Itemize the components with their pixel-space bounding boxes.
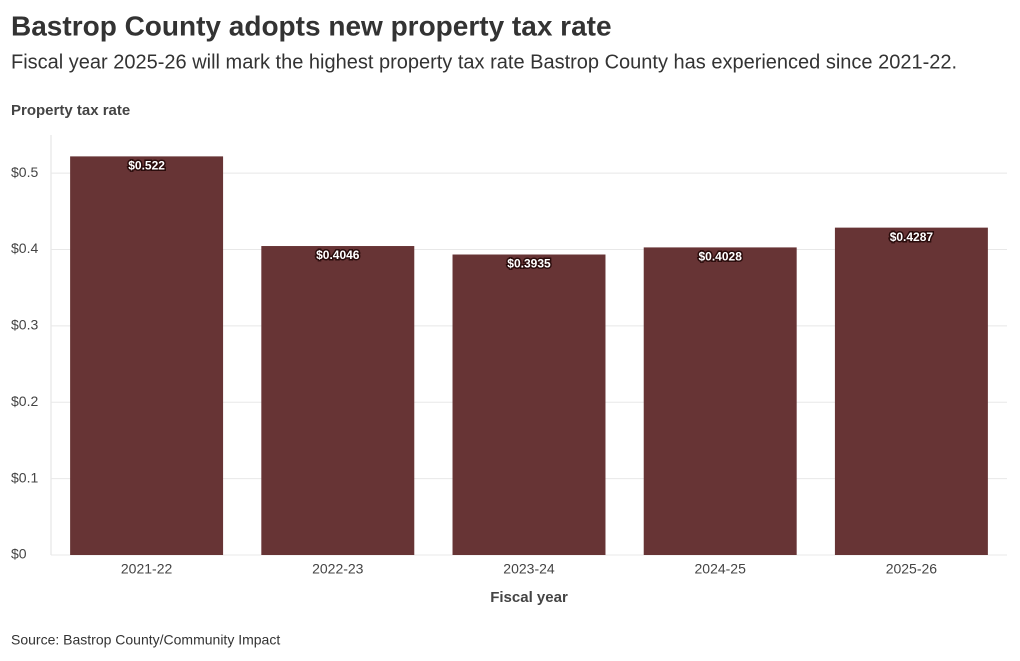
value-label: $0.522	[128, 159, 165, 173]
x-tick-label: 2022-23	[312, 561, 364, 577]
value-label: $0.4028	[699, 250, 743, 264]
y-axis-title: Property tax rate	[11, 102, 130, 119]
chart-subtitle: Fiscal year 2025-26 will mark the highes…	[11, 51, 957, 73]
value-label: $0.3935	[507, 257, 551, 271]
y-tick-label: $0.3	[11, 317, 38, 333]
x-tick-label: 2023-24	[503, 561, 555, 577]
y-tick-label: $0.2	[11, 393, 38, 409]
value-label: $0.4046	[316, 248, 360, 262]
bar	[643, 247, 797, 555]
y-tick-label: $0.4	[11, 240, 38, 256]
y-tick-label: $0.1	[11, 469, 38, 485]
x-tick-label: 2021-22	[121, 561, 173, 577]
source: Source: Bastrop County/Community Impact	[11, 632, 280, 648]
bar	[70, 156, 224, 555]
value-label: $0.4287	[890, 230, 934, 244]
x-axis-title: Fiscal year	[490, 589, 568, 606]
bar	[834, 227, 988, 555]
bar	[452, 254, 606, 555]
x-tick-label: 2025-26	[886, 561, 938, 577]
chart-title: Bastrop County adopts new property tax r…	[11, 10, 612, 41]
x-tick-label: 2024-25	[695, 561, 747, 577]
y-tick-label: $0	[11, 546, 27, 562]
bar	[261, 246, 415, 556]
y-tick-label: $0.5	[11, 164, 38, 180]
